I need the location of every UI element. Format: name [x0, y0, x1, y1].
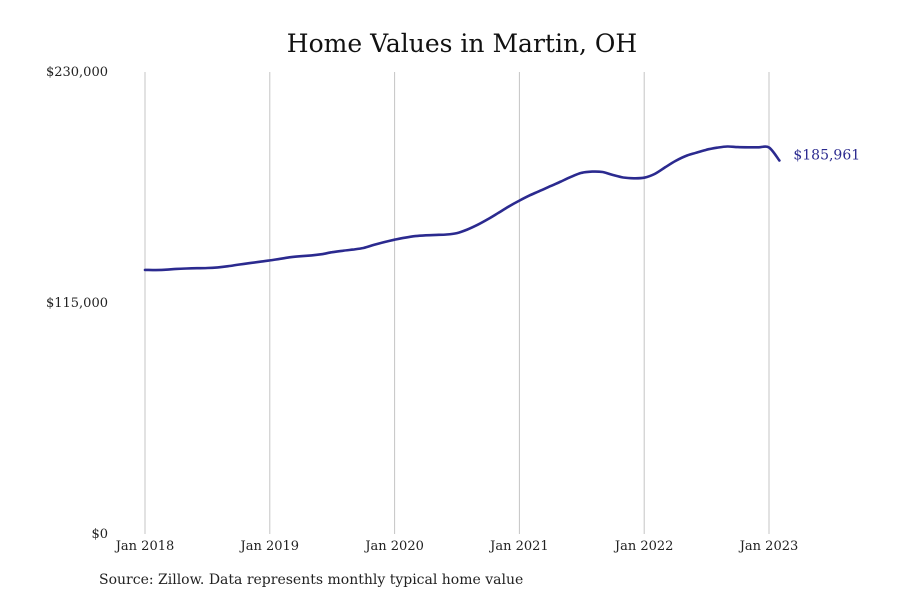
end-value-label: $185,961 — [793, 147, 860, 163]
x-tick-label: Jan 2019 — [239, 539, 300, 554]
x-tick-label: Jan 2021 — [488, 539, 549, 554]
vertical-gridlines — [144, 72, 770, 534]
y-axis-tick-labels: $0 $115,000 $230,000 — [46, 65, 108, 542]
y-tick-label: $230,000 — [46, 65, 108, 80]
x-tick-label: Jan 2023 — [738, 539, 799, 554]
y-tick-label: $115,000 — [46, 296, 108, 311]
x-tick-label: Jan 2018 — [114, 539, 175, 554]
y-tick-label: $0 — [91, 527, 108, 542]
chart-title: Home Values in Martin, OH — [287, 29, 637, 58]
source-note: Source: Zillow. Data represents monthly … — [99, 572, 524, 588]
series-line — [143, 145, 781, 272]
x-tick-label: Jan 2022 — [613, 539, 674, 554]
x-tick-label: Jan 2020 — [363, 539, 424, 554]
x-axis-tick-labels: Jan 2018 Jan 2019 Jan 2020 Jan 2021 Jan 2022… — [114, 539, 799, 554]
